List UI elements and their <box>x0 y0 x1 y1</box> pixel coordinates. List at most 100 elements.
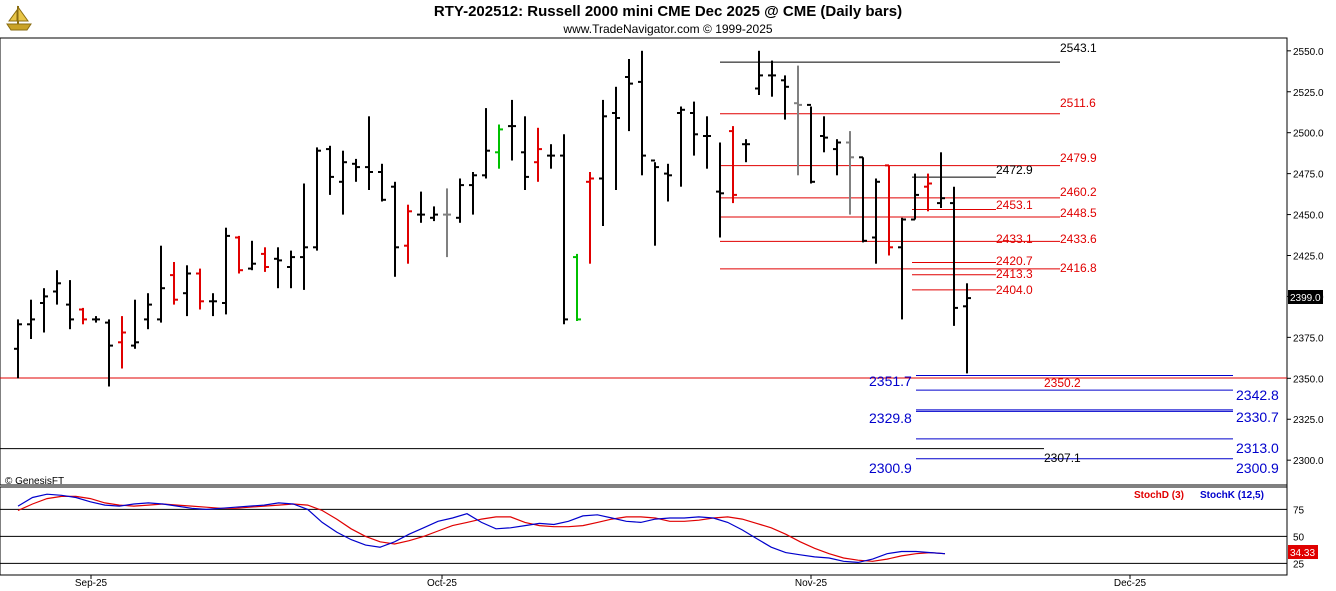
ohlc-bar <box>443 188 451 258</box>
ohlc-bar <box>170 262 178 305</box>
stoch-d-line <box>17 495 946 562</box>
price-axis: 2550.02525.02500.02475.02450.02425.02400… <box>1287 47 1324 467</box>
level-label: 2433.6 <box>1060 232 1097 246</box>
level-label: 2420.7 <box>996 254 1033 268</box>
ohlc-bar <box>794 65 802 176</box>
ohlc-bar <box>183 265 191 317</box>
ohlc-bar <box>222 227 230 315</box>
price-bars <box>14 50 971 387</box>
x-tick-label: Sep-25 <box>75 578 108 589</box>
y-tick-label: 2300.0 <box>1293 456 1324 467</box>
ohlc-bar <box>651 159 659 246</box>
ohlc-bar <box>196 268 204 310</box>
ohlc-bar <box>144 293 152 330</box>
ohlc-bar <box>586 172 594 264</box>
chart-header: RTY-202512: Russell 2000 mini CME Dec 20… <box>0 0 1336 38</box>
ohlc-bar <box>469 172 477 215</box>
ohlc-bar <box>755 50 763 95</box>
x-tick-label: Oct-25 <box>427 578 457 589</box>
ohlc-bar <box>573 253 581 321</box>
ohlc-bar <box>326 145 334 195</box>
ohlc-bar <box>521 116 529 190</box>
stoch-d-legend: StochD (3) <box>1134 490 1184 501</box>
last-price-box <box>1288 290 1323 304</box>
ohlc-bar <box>534 127 542 182</box>
ohlc-bar <box>768 60 776 97</box>
ohlc-bar <box>859 156 867 243</box>
stoch-panel-frame <box>0 486 1288 576</box>
level-label: 2543.1 <box>1060 41 1097 55</box>
ohlc-bar <box>872 178 880 264</box>
y-tick-label: 2425.0 <box>1293 252 1324 263</box>
ohlc-bar <box>40 288 48 333</box>
ohlc-bar <box>27 299 35 339</box>
level-label: 2342.8 <box>1236 387 1279 403</box>
level-label: 2300.9 <box>869 460 912 476</box>
ohlc-bar <box>677 106 685 187</box>
y-tick-label: 2550.0 <box>1293 47 1324 58</box>
ohlc-bar <box>781 75 789 120</box>
ohlc-bar <box>313 147 321 251</box>
ohlc-bar <box>209 293 217 317</box>
stoch-tick-label: 75 <box>1293 505 1305 516</box>
ohlc-bar <box>820 116 828 153</box>
y-tick-label: 2350.0 <box>1293 374 1324 385</box>
watermark: © GenesisFT <box>5 476 64 487</box>
ohlc-bar <box>404 204 412 264</box>
ohlc-bar <box>287 250 295 289</box>
ohlc-bar <box>885 164 893 256</box>
ohlc-bar <box>898 217 906 320</box>
y-tick-label: 2475.0 <box>1293 170 1324 181</box>
ohlc-bar <box>118 316 126 369</box>
level-label: 2416.8 <box>1060 261 1097 275</box>
stoch-tick-label: 50 <box>1293 532 1305 543</box>
level-label: 2448.5 <box>1060 206 1097 220</box>
ohlc-bar <box>66 280 74 330</box>
trade-navigator-ship-icon <box>6 5 32 31</box>
ohlc-bar <box>638 50 646 176</box>
y-tick-label: 2525.0 <box>1293 88 1324 99</box>
stoch-k-line <box>17 493 946 564</box>
ohlc-bar <box>924 173 932 212</box>
ohlc-bar <box>417 191 425 223</box>
ohlc-bar <box>690 101 698 156</box>
y-tick-label: 2375.0 <box>1293 333 1324 344</box>
ohlc-bar <box>235 235 243 274</box>
chart-title: RTY-202512: Russell 2000 mini CME Dec 20… <box>433 3 903 20</box>
ohlc-bar <box>599 99 607 226</box>
stoch-k-legend: StochK (12,5) <box>1200 490 1264 501</box>
ohlc-bar <box>846 131 854 215</box>
ohlc-bar <box>508 99 516 161</box>
ohlc-bar <box>950 186 958 326</box>
ohlc-bar <box>352 158 360 182</box>
level-label: 2330.7 <box>1236 409 1279 425</box>
y-tick-label: 2450.0 <box>1293 211 1324 222</box>
ohlc-bar <box>963 283 971 374</box>
ohlc-bar <box>807 103 815 184</box>
ohlc-bar <box>14 319 22 379</box>
ohlc-bar <box>105 319 113 387</box>
x-tick-label: Nov-25 <box>795 578 828 589</box>
level-label: 2479.9 <box>1060 151 1097 165</box>
level-label: 2404.0 <box>996 283 1033 297</box>
ohlc-bar <box>716 142 724 238</box>
stoch-last-box <box>1288 545 1318 559</box>
ohlc-bar <box>378 163 386 202</box>
ohlc-bar <box>937 152 945 208</box>
ohlc-bar <box>79 307 87 325</box>
level-label: 2433.1 <box>996 232 1033 246</box>
ohlc-bar <box>833 139 841 176</box>
ohlc-bar <box>742 139 750 163</box>
level-label: 2313.0 <box>1236 440 1279 456</box>
level-label: 2300.9 <box>1236 460 1279 476</box>
ohlc-bar <box>612 86 620 190</box>
ohlc-bar <box>261 247 269 272</box>
ohlc-bar <box>92 316 100 323</box>
stoch-tick-label: 25 <box>1293 559 1305 570</box>
ohlc-bar <box>391 181 399 277</box>
ohlc-bar <box>300 183 308 290</box>
level-label: 2307.1 <box>1044 451 1081 465</box>
stoch-last-label: 34.33 <box>1290 548 1315 559</box>
ohlc-bar <box>547 144 555 169</box>
